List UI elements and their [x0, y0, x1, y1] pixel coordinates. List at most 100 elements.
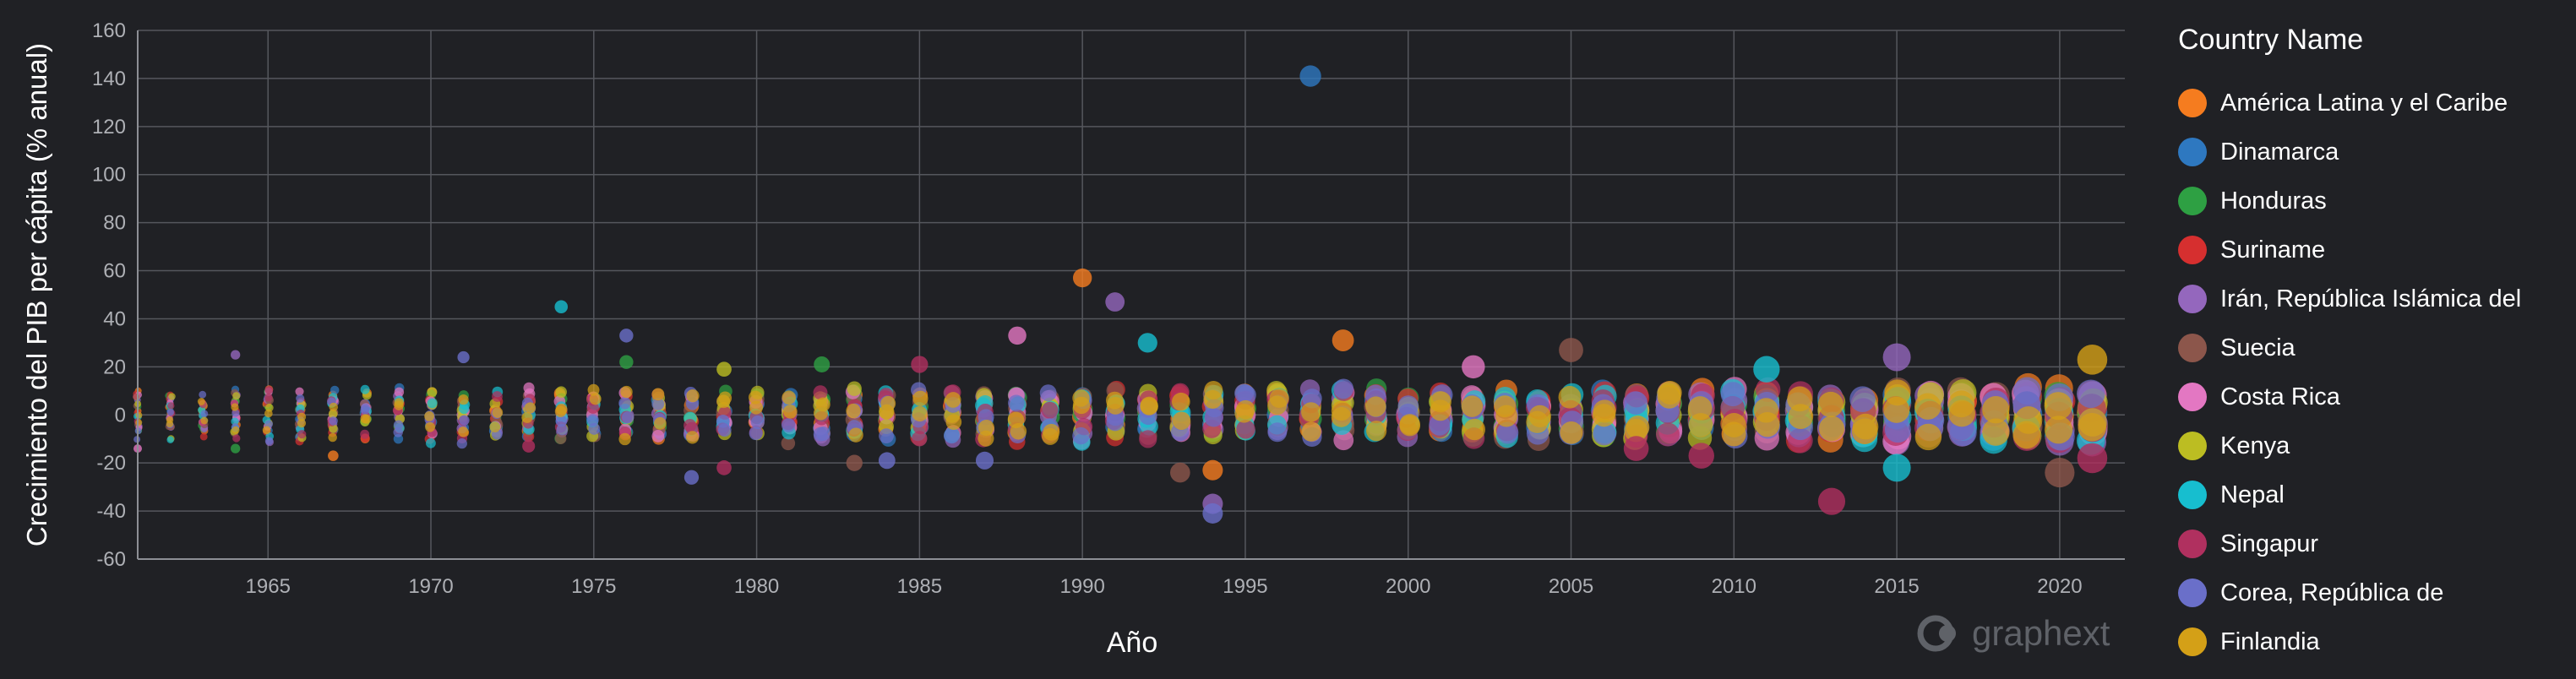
scatter-point[interactable]: [329, 385, 340, 395]
legend-item[interactable]: Nepal: [2178, 470, 2567, 519]
legend-item[interactable]: Kenya: [2178, 421, 2567, 470]
legend-item[interactable]: Finlandia: [2178, 617, 2567, 666]
scatter-point[interactable]: [1593, 422, 1616, 446]
scatter-point[interactable]: [1914, 423, 1942, 451]
scatter-point[interactable]: [427, 398, 438, 409]
scatter-point[interactable]: [200, 416, 209, 425]
scatter-point[interactable]: [264, 437, 274, 445]
scatter-point[interactable]: [1072, 396, 1091, 415]
scatter-point[interactable]: [1817, 391, 1844, 418]
scatter-point[interactable]: [880, 395, 896, 411]
scatter-point[interactable]: [362, 414, 372, 424]
scatter-point[interactable]: [2014, 406, 2043, 434]
scatter-point[interactable]: [231, 426, 240, 435]
scatter-point[interactable]: [1461, 395, 1484, 417]
scatter-point[interactable]: [1624, 391, 1648, 415]
scatter-point[interactable]: [1139, 430, 1157, 448]
scatter-point[interactable]: [360, 429, 370, 439]
scatter-point[interactable]: [848, 427, 863, 443]
legend-item[interactable]: Dinamarca: [2178, 128, 2567, 177]
scatter-point[interactable]: [1883, 396, 1910, 423]
scatter-point[interactable]: [783, 405, 798, 419]
scatter-point-outlier[interactable]: [328, 450, 339, 461]
scatter-point[interactable]: [588, 422, 601, 435]
scatter-point-outlier[interactable]: [1462, 355, 1485, 379]
scatter-point-outlier[interactable]: [619, 329, 634, 343]
scatter-point-outlier[interactable]: [554, 300, 569, 313]
scatter-point[interactable]: [653, 417, 667, 430]
scatter-point[interactable]: [393, 427, 403, 437]
scatter-point[interactable]: [1558, 385, 1582, 409]
scatter-point[interactable]: [1720, 382, 1745, 407]
scatter-point-outlier[interactable]: [231, 443, 241, 454]
scatter-point[interactable]: [168, 393, 176, 400]
scatter-point-outlier[interactable]: [1137, 333, 1157, 353]
scatter-point[interactable]: [1849, 386, 1876, 412]
scatter-point[interactable]: [1331, 400, 1352, 421]
scatter-point-outlier[interactable]: [1623, 436, 1649, 461]
scatter-point[interactable]: [360, 384, 370, 394]
scatter-point[interactable]: [1366, 421, 1387, 442]
scatter-point[interactable]: [618, 432, 631, 446]
scatter-point[interactable]: [1463, 418, 1486, 441]
scatter-point[interactable]: [1914, 393, 1942, 420]
scatter-point[interactable]: [1043, 423, 1060, 441]
scatter-point[interactable]: [1626, 416, 1650, 439]
scatter-point[interactable]: [555, 386, 567, 398]
scatter-point[interactable]: [329, 402, 339, 412]
legend-item[interactable]: Suecia: [2178, 323, 2567, 372]
legend-item[interactable]: Costa Rica: [2178, 372, 2567, 421]
scatter-point[interactable]: [1172, 411, 1191, 431]
scatter-point-outlier[interactable]: [1008, 326, 1027, 345]
scatter-point[interactable]: [492, 407, 504, 418]
scatter-point[interactable]: [1007, 411, 1025, 429]
scatter-point-outlier[interactable]: [1753, 356, 1780, 383]
scatter-point[interactable]: [262, 426, 271, 435]
scatter-point[interactable]: [1687, 396, 1713, 421]
scatter-point[interactable]: [556, 423, 569, 436]
scatter-point[interactable]: [586, 414, 599, 426]
scatter-point[interactable]: [1528, 405, 1551, 428]
scatter-point[interactable]: [1269, 388, 1289, 408]
scatter-point[interactable]: [427, 387, 438, 398]
scatter-point[interactable]: [1397, 395, 1419, 416]
scatter-point[interactable]: [1072, 426, 1090, 445]
scatter-point[interactable]: [264, 409, 273, 418]
scatter-point[interactable]: [329, 416, 338, 426]
scatter-point[interactable]: [782, 418, 796, 432]
scatter-point[interactable]: [2044, 392, 2072, 421]
scatter-point[interactable]: [716, 394, 731, 409]
scatter-point[interactable]: [555, 403, 568, 416]
scatter-point[interactable]: [199, 390, 207, 399]
scatter-point[interactable]: [1365, 396, 1386, 417]
scatter-point[interactable]: [459, 415, 470, 426]
scatter-point-outlier[interactable]: [716, 460, 732, 475]
scatter-point[interactable]: [1560, 421, 1583, 444]
scatter-point[interactable]: [2044, 416, 2073, 444]
scatter-point[interactable]: [166, 420, 174, 428]
scatter-point[interactable]: [1982, 418, 2010, 446]
scatter-point[interactable]: [651, 388, 665, 401]
scatter-point[interactable]: [1655, 422, 1680, 447]
scatter-point-outlier[interactable]: [814, 356, 831, 372]
scatter-point[interactable]: [297, 430, 307, 439]
scatter-point[interactable]: [945, 414, 962, 431]
scatter-point[interactable]: [166, 436, 174, 443]
scatter-point[interactable]: [458, 426, 469, 437]
scatter-point-outlier[interactable]: [1882, 454, 1911, 482]
scatter-point[interactable]: [264, 385, 274, 394]
scatter-point[interactable]: [1333, 430, 1354, 451]
scatter-point[interactable]: [813, 385, 828, 400]
scatter-point[interactable]: [1237, 385, 1256, 405]
scatter-point[interactable]: [297, 419, 307, 428]
scatter-point[interactable]: [1039, 384, 1057, 402]
scatter-point[interactable]: [1592, 404, 1616, 427]
scatter-point[interactable]: [394, 387, 405, 398]
scatter-point[interactable]: [166, 409, 175, 416]
scatter-point[interactable]: [199, 432, 208, 441]
scatter-point-outlier[interactable]: [683, 470, 700, 485]
scatter-point[interactable]: [489, 421, 501, 432]
scatter-point[interactable]: [200, 410, 209, 418]
scatter-point[interactable]: [393, 420, 404, 430]
scatter-point-outlier[interactable]: [1882, 343, 1911, 372]
